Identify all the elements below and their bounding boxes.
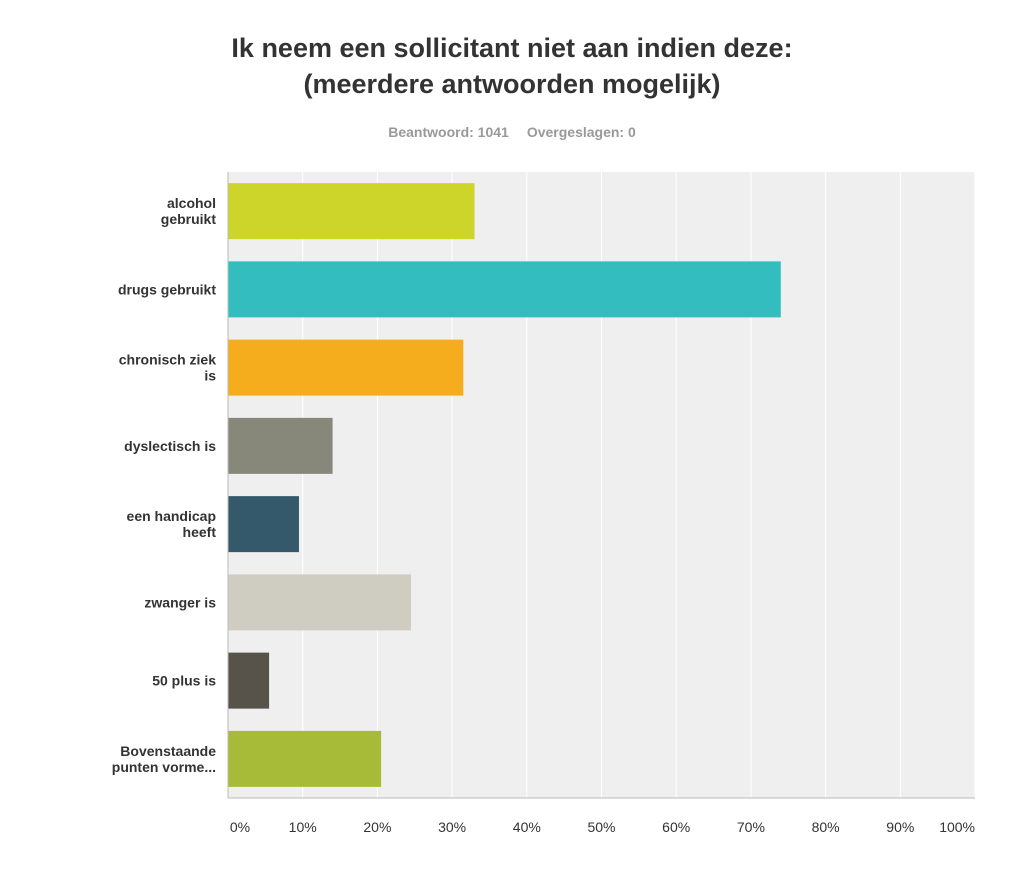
skipped-count: Overgeslagen: 0 [526,124,636,140]
x-tick-label: 70% [737,819,765,835]
x-tick-label: 60% [662,819,690,835]
category-label: gebruikt [161,211,217,227]
bar [228,652,270,709]
category-label: chronisch ziek [119,352,216,368]
x-tick-label: 40% [513,819,541,835]
x-tick-label: 80% [812,819,840,835]
x-tick-label: 90% [886,819,914,835]
category-label: 50 plus is [152,673,216,689]
x-tick-label: 20% [363,819,391,835]
x-tick-label: 30% [438,819,466,835]
x-tick-label: 0% [230,819,250,835]
x-tick-label: 50% [587,819,615,835]
x-tick-label: 100% [939,819,975,835]
category-label: is [204,368,216,384]
category-label: punten vorme... [112,759,216,775]
category-label: zwanger is [144,594,216,610]
bar [228,183,475,240]
bar [228,417,333,474]
chart-title: Ik neem een sollicitant niet aan indien … [0,30,1024,102]
response-summary: Beantwoord: 1041 Overgeslagen: 0 [0,124,1024,140]
chart-title-line1: Ik neem een sollicitant niet aan indien … [231,33,793,63]
category-label: drugs gebruikt [118,281,216,297]
category-label: alcohol [167,195,216,211]
category-label: een handicap [127,508,216,524]
category-label: dyslectisch is [124,438,216,454]
category-label: Bovenstaande [120,743,216,759]
bar [228,730,382,787]
bar [228,574,412,631]
x-tick-label: 10% [289,819,317,835]
chart-title-line2: (meerdere antwoorden mogelijk) [303,69,721,99]
bar [228,261,781,318]
bar [228,339,464,396]
category-label: heeft [183,524,217,540]
answered-count: Beantwoord: 1041 [388,124,509,140]
bar [228,496,299,553]
